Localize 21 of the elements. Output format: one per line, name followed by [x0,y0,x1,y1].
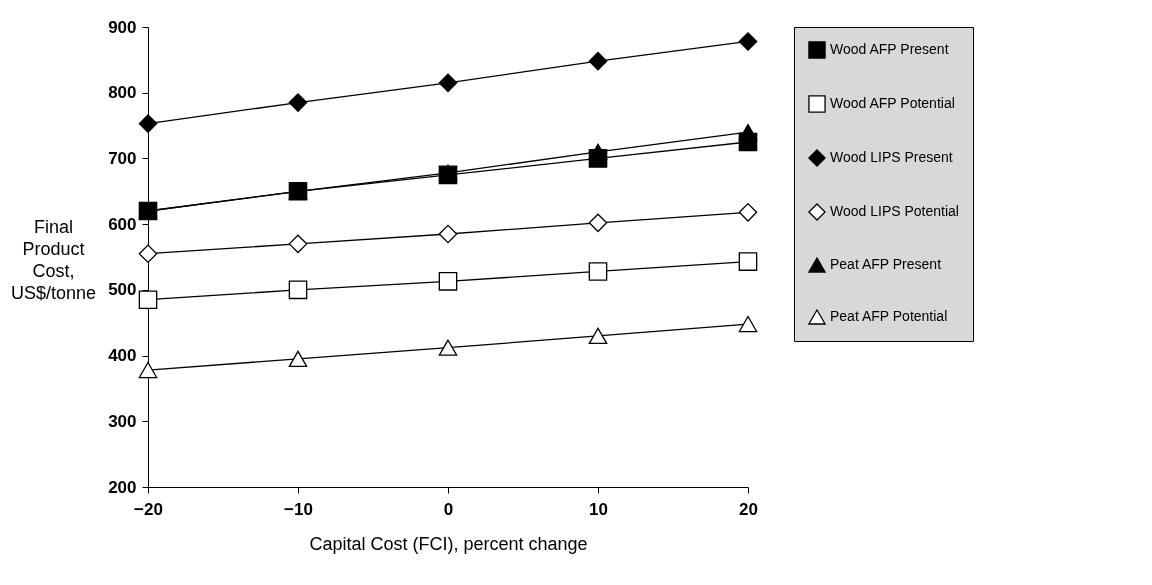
legend-label: Peat AFP Potential [830,308,948,324]
legend-label: Wood LIPS Potential [830,203,959,219]
y-tick-label: 400 [108,346,137,366]
x-tick-label: 20 [739,499,758,519]
y-tick-label: 700 [108,148,137,168]
legend-label: Wood AFP Present [830,41,949,57]
x-tick-label: −10 [284,499,313,519]
legend-label: Wood AFP Potential [830,95,955,111]
x-tick-label: 0 [443,499,454,519]
x-tick-label: 10 [589,499,608,519]
legend-label: Peat AFP Present [830,256,942,272]
y-tick-label: 900 [108,17,137,37]
y-tick-label: 200 [108,477,137,497]
y-axis-title: Final Product Cost, US$/tonne [10,216,97,303]
legend-label: Wood LIPS Present [830,149,953,165]
y-tick-label: 300 [108,411,137,431]
y-tick-label: 500 [108,280,137,300]
x-tick-label: −20 [134,499,163,519]
y-tick-label: 800 [108,83,137,103]
y-tick-label: 600 [108,214,137,234]
x-axis-title: Capital Cost (FCI), percent change [309,533,588,554]
